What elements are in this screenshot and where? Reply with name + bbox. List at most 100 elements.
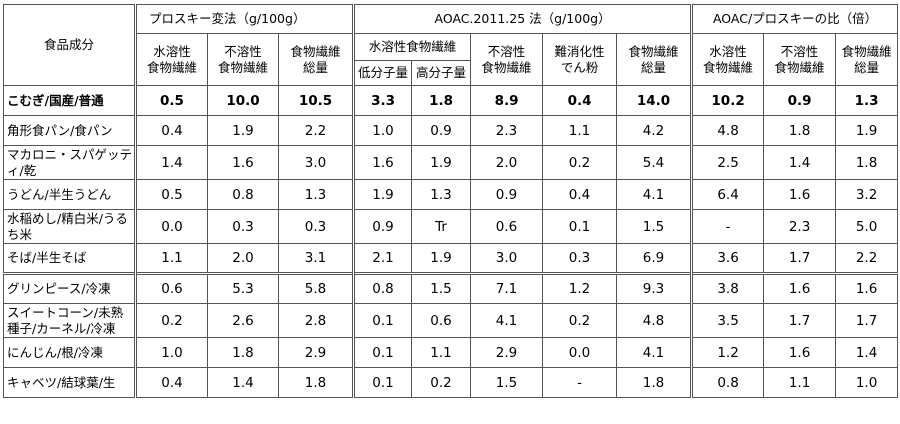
value-cell: 7.1 — [470, 272, 544, 304]
value-cell: 0.9 — [411, 115, 472, 146]
table-row: うどん/半生うどん 0.5 0.8 1.3 1.9 1.3 0.9 0.4 4.1 6.4 1.6 3… — [3, 179, 899, 210]
value-cell: 0.8 — [352, 272, 413, 304]
prosky-header: プロスキー変法（g/100g） — [133, 4, 355, 34]
table-row: グリンピース/冷凍 0.6 5.3 5.8 0.8 1.5 7.1 1.2 9.3 3.8 1.6 1… — [3, 272, 899, 304]
value-cell: 1.1 — [134, 243, 208, 274]
value-cell: 2.9 — [470, 337, 544, 368]
value-cell: 1.8 — [835, 145, 899, 180]
food-name-cell: 角形食パン/食パン — [3, 115, 136, 146]
value-cell: 1.6 — [207, 145, 279, 180]
value-cell: 1.9 — [835, 115, 899, 146]
g2-soluble-header: 水溶性食物繊維 — [352, 33, 472, 61]
value-cell: 0.5 — [134, 85, 208, 116]
table-row: 水稲めし/精白米/うるち米 0.0 0.3 0.3 0.9 Tr 0.6 0.1 1.5-2.3… — [3, 209, 899, 244]
value-cell: 2.9 — [277, 337, 355, 368]
value-cell: 0.2 — [411, 367, 472, 398]
value-cell: - — [690, 209, 765, 244]
g3-col-header: 水溶性 食物繊維 — [690, 33, 765, 86]
value-cell: 1.7 — [763, 303, 837, 338]
value-cell: 1.0 — [835, 367, 899, 398]
value-cell: 0.1 — [352, 367, 413, 398]
value-cell: 1.1 — [411, 337, 472, 368]
value-cell: 3.2 — [835, 179, 899, 210]
value-cell: 1.7 — [763, 243, 837, 274]
value-cell: 2.1 — [352, 243, 413, 274]
value-cell: 0.9 — [470, 179, 544, 210]
g3-col-header: 食物繊維 総量 — [835, 33, 899, 86]
food-name-cell: グリンピース/冷凍 — [3, 272, 136, 304]
value-cell: 1.2 — [542, 272, 618, 304]
value-cell: 0.0 — [542, 337, 618, 368]
g2-col-header: 不溶性 食物繊維 — [470, 33, 544, 86]
food-name-cell: 水稲めし/精白米/うるち米 — [3, 209, 136, 244]
value-cell: 2.0 — [207, 243, 279, 274]
value-cell: 1.6 — [763, 337, 837, 368]
value-cell: 1.9 — [411, 243, 472, 274]
g1-col-header: 水溶性 食物繊維 — [134, 33, 208, 86]
value-cell: Tr — [411, 209, 472, 244]
table-row: キャベツ/結球葉/生 0.4 1.4 1.8 0.1 0.2 1.5-1.8 0.8 1.1 1.… — [3, 367, 899, 398]
table-row: スイートコーン/未熟種子/カーネル/冷凍 0.2 2.6 2.8 0.1 0.6 4.1 0.… — [3, 303, 899, 338]
g2-col-header: 食物繊維 総量 — [616, 33, 693, 86]
g1-col-header: 不溶性 食物繊維 — [207, 33, 279, 86]
value-cell: 3.6 — [690, 243, 765, 274]
value-cell: 5.0 — [835, 209, 899, 244]
value-cell: 1.4 — [835, 337, 899, 368]
value-cell: 1.1 — [542, 115, 618, 146]
value-cell: 0.2 — [542, 145, 618, 180]
fiber-table: 食品成分 プロスキー変法（g/100g） AOAC.2011.25 法（g/10… — [3, 4, 899, 398]
value-cell: 5.3 — [207, 272, 279, 304]
value-cell: 0.2 — [134, 303, 208, 338]
value-cell: 0.8 — [690, 367, 765, 398]
value-cell: 2.3 — [470, 115, 544, 146]
g1-col-header: 食物繊維 総量 — [277, 33, 355, 86]
value-cell: 1.4 — [134, 145, 208, 180]
value-cell: 6.9 — [616, 243, 693, 274]
value-cell: 3.1 — [277, 243, 355, 274]
food-name-cell: そば/半生そば — [3, 243, 136, 274]
value-cell: 4.8 — [616, 303, 693, 338]
value-cell: 0.4 — [542, 85, 618, 116]
table-row: こむぎ/国産/普通 0.5 10.0 10.5 3.3 1.8 8.9 0.4 14.0 10.2… — [3, 85, 899, 116]
value-cell: 1.5 — [616, 209, 693, 244]
food-name-cell: にんじん/根/冷凍 — [3, 337, 136, 368]
value-cell: 2.3 — [763, 209, 837, 244]
value-cell: 1.3 — [411, 179, 472, 210]
value-cell: 0.0 — [134, 209, 208, 244]
value-cell: 0.3 — [542, 243, 618, 274]
value-cell: 1.9 — [411, 145, 472, 180]
value-cell: 0.6 — [134, 272, 208, 304]
value-cell: 6.4 — [690, 179, 765, 210]
aoac-header: AOAC.2011.25 法（g/100g） — [352, 4, 693, 34]
g2-high-header: 高分子量 — [411, 60, 472, 86]
value-cell: 1.6 — [763, 272, 837, 304]
value-cell: 1.1 — [763, 367, 837, 398]
value-cell: 1.6 — [352, 145, 413, 180]
value-cell: 1.8 — [207, 337, 279, 368]
value-cell: 9.3 — [616, 272, 693, 304]
value-cell: 5.8 — [277, 272, 355, 304]
value-cell: 1.4 — [763, 145, 837, 180]
value-cell: 0.8 — [207, 179, 279, 210]
table-row: にんじん/根/冷凍 1.0 1.8 2.9 0.1 1.1 2.9 0.0 4.1 1.2 1.6 1… — [3, 337, 899, 368]
value-cell: 0.5 — [134, 179, 208, 210]
value-cell: 4.1 — [470, 303, 544, 338]
value-cell: 2.2 — [835, 243, 899, 274]
value-cell: 2.5 — [690, 145, 765, 180]
value-cell: - — [542, 367, 618, 398]
food-name-cell: マカロニ・スパゲッティ/乾 — [3, 145, 136, 180]
value-cell: 3.0 — [277, 145, 355, 180]
value-cell: 2.0 — [470, 145, 544, 180]
food-name-cell: こむぎ/国産/普通 — [3, 85, 136, 116]
g3-col-header: 不溶性 食物繊維 — [763, 33, 837, 86]
value-cell: 3.3 — [352, 85, 413, 116]
value-cell: 0.2 — [542, 303, 618, 338]
table-row: マカロニ・スパゲッティ/乾 1.4 1.6 3.0 1.6 1.9 2.0 0.2 5.4 2.5… — [3, 145, 899, 180]
value-cell: 1.3 — [277, 179, 355, 210]
food-name-cell: キャベツ/結球葉/生 — [3, 367, 136, 398]
value-cell: 2.8 — [277, 303, 355, 338]
value-cell: 3.8 — [690, 272, 765, 304]
value-cell: 1.4 — [207, 367, 279, 398]
food-col-header: 食品成分 — [3, 4, 136, 86]
value-cell: 1.7 — [835, 303, 899, 338]
